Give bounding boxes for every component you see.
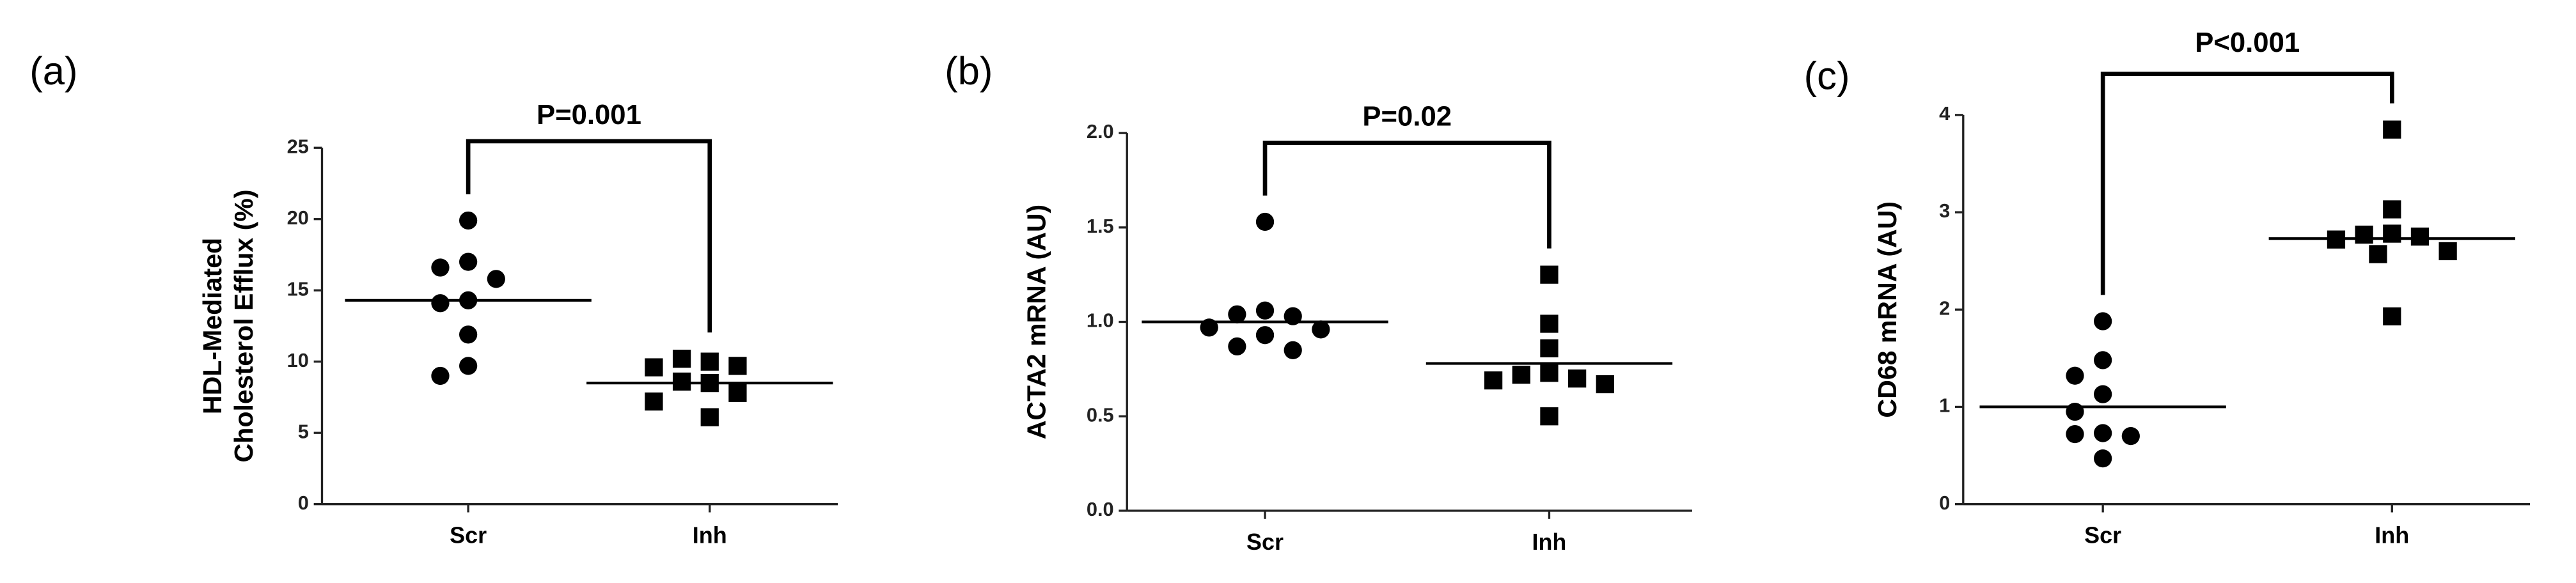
y-tick-label: 1.5: [1087, 215, 1114, 237]
data-point: [1540, 339, 1559, 358]
data-point: [2094, 351, 2112, 369]
data-point: [431, 294, 450, 313]
data-point: [1255, 326, 1275, 345]
data-point: [2369, 245, 2387, 263]
data-point: [2121, 426, 2140, 446]
y-tick-label: 0: [1939, 492, 1950, 514]
data-point: [459, 325, 478, 344]
data-point: [672, 372, 691, 391]
y-tick-label: 0.0: [1087, 498, 1114, 520]
data-point: [2094, 449, 2112, 468]
data-point: [2066, 402, 2084, 421]
y-tick-label: 1.0: [1087, 309, 1114, 332]
data-point: [2066, 424, 2084, 444]
data-point: [645, 392, 663, 411]
x-tick-label: Inh: [693, 522, 727, 548]
data-point: [2383, 120, 2401, 139]
data-point: [2410, 227, 2430, 246]
y-tick-label: 0: [298, 492, 309, 514]
x-tick-label: Inh: [1532, 529, 1566, 555]
significance-bracket: [466, 139, 712, 333]
data-point: [2066, 366, 2084, 385]
x-tick-label: Scr: [450, 522, 487, 548]
data-point: [2094, 312, 2112, 330]
data-point: [1596, 375, 1614, 394]
y-tick-label: 4: [1939, 102, 1950, 125]
data-point: [1255, 212, 1275, 231]
panel-label: (a): [29, 49, 77, 93]
data-point: [2439, 242, 2457, 261]
data-point: [1484, 371, 1503, 390]
p-value: P=0.02: [1362, 101, 1452, 132]
data-point: [1228, 337, 1246, 356]
panel-label: (c): [1804, 54, 1850, 98]
data-point: [1567, 369, 1587, 388]
data-point: [700, 352, 719, 371]
data-point: [728, 384, 747, 402]
y-axis-label: Cholesterol Efflux (%): [229, 189, 258, 462]
data-point: [1540, 407, 1559, 426]
p-value: P=0.001: [537, 99, 641, 130]
y-tick-label: 5: [298, 420, 309, 442]
data-point: [2094, 385, 2112, 403]
y-tick-label: 1: [1939, 394, 1950, 417]
y-axis-label: HDL-Mediated: [198, 238, 227, 414]
significance-bracket: [1262, 141, 1551, 249]
y-axis-label: CD68 mRNA (AU): [1873, 201, 1902, 418]
y-tick-label: 3: [1939, 199, 1950, 222]
data-point: [2383, 307, 2401, 326]
y-tick-label: 20: [287, 206, 309, 229]
data-point: [700, 408, 719, 426]
data-point: [1255, 301, 1275, 320]
data-point: [459, 357, 478, 375]
data-point: [2355, 225, 2373, 244]
y-axis-label: ACTA2 mRNA (AU): [1021, 205, 1051, 440]
significance-bracket: [2100, 72, 2394, 295]
data-point: [1312, 320, 1330, 339]
data-point: [2383, 200, 2401, 219]
data-point: [2094, 424, 2112, 442]
y-tick-label: 15: [287, 277, 309, 300]
data-point: [431, 258, 450, 277]
data-point: [728, 357, 747, 375]
data-point: [2383, 224, 2401, 243]
data-point: [645, 358, 663, 377]
x-tick-label: Scr: [1246, 529, 1284, 555]
data-point: [1228, 305, 1246, 323]
data-point: [1284, 341, 1302, 359]
y-tick-label: 0.5: [1087, 403, 1114, 426]
panel-label: (b): [945, 49, 993, 93]
data-point: [459, 253, 478, 271]
y-tick-label: 10: [287, 349, 309, 371]
data-point: [459, 211, 478, 230]
data-point: [1540, 265, 1559, 284]
y-tick-label: 2.0: [1087, 120, 1114, 143]
y-tick-label: 2: [1939, 297, 1950, 319]
data-point: [672, 350, 691, 368]
data-point: [1512, 366, 1530, 384]
p-value: P<0.001: [2195, 27, 2300, 58]
data-point: [487, 270, 505, 288]
y-tick-label: 25: [287, 135, 309, 157]
data-point: [1540, 364, 1559, 382]
data-point: [1540, 315, 1559, 333]
x-tick-label: Inh: [2375, 522, 2409, 548]
data-point: [431, 366, 450, 385]
x-tick-label: Scr: [2084, 522, 2121, 548]
